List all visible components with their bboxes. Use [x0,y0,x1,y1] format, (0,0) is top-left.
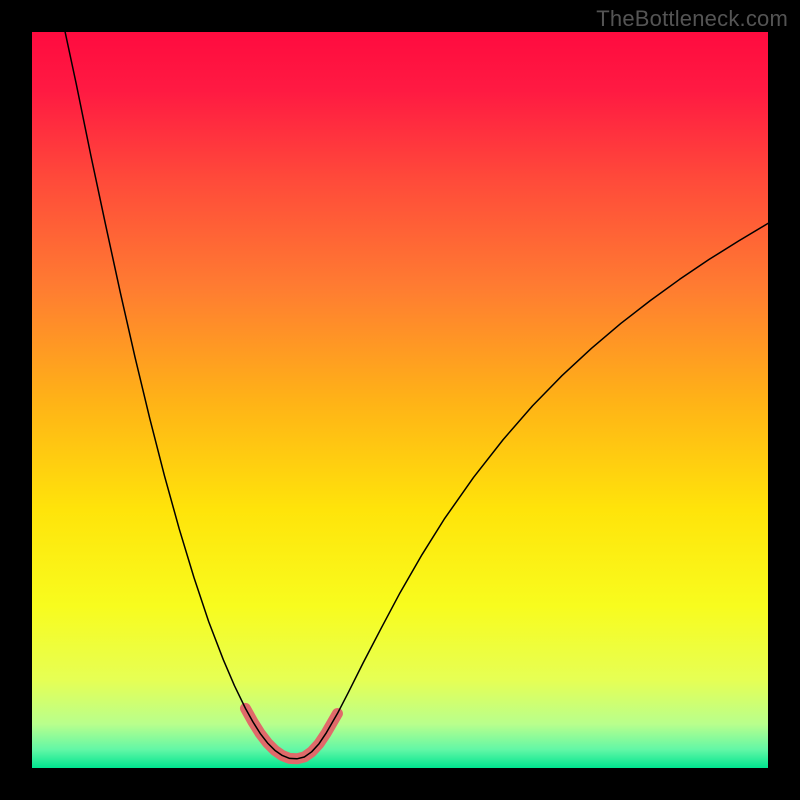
plot-area [32,32,768,768]
bottleneck-chart [32,32,768,768]
gradient-background [32,32,768,768]
outer-frame: TheBottleneck.com [0,0,800,800]
watermark-text: TheBottleneck.com [596,6,788,32]
